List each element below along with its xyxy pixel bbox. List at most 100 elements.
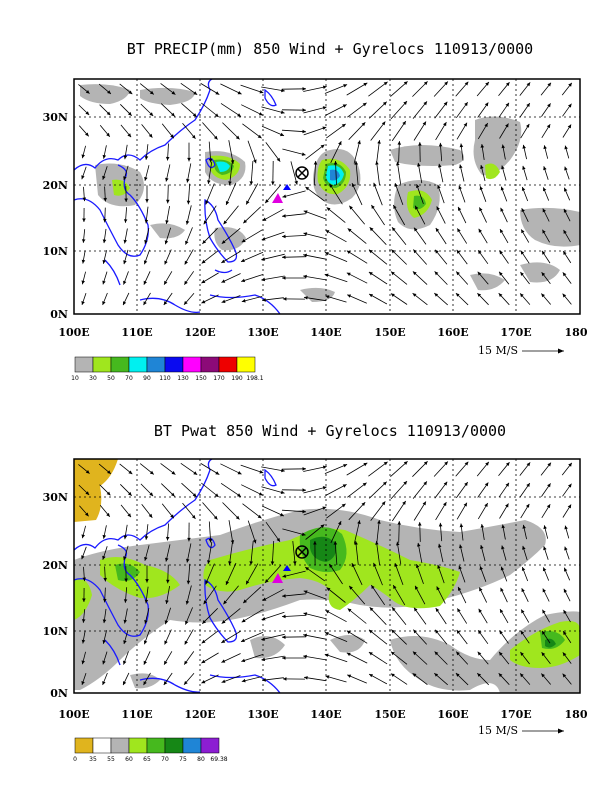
pwat-colorbar-swatch: [164, 737, 184, 754]
pwat-wind-arrow: [373, 562, 383, 586]
precip-wind-arrow: [102, 271, 108, 285]
precip-wind-arrow: [434, 249, 448, 265]
pwat-wind-arrow: [521, 588, 529, 602]
pwat-wind-arrow: [478, 608, 488, 624]
precip-wind-arrow: [479, 186, 487, 202]
precip-wind-arrow: [390, 81, 408, 97]
pwat-wind-arrow: [180, 462, 198, 476]
pwat-wind-arrow: [242, 503, 262, 519]
precip-wind-arrow: [249, 160, 254, 186]
pwat-wind-arrow: [434, 672, 448, 686]
pwat-wind-arrow: [412, 651, 428, 665]
pwat-wind-arrow: [140, 483, 154, 497]
precip-wind-arrow: [391, 249, 407, 265]
precip-wind-arrow: [241, 229, 263, 243]
pwat-wind-arrow: [396, 541, 402, 565]
pwat-wind-arrow: [564, 546, 570, 560]
precip-wind-arrow: [348, 122, 366, 140]
precip-wind-arrow: [542, 187, 550, 201]
pwat-wind-arrow: [166, 564, 170, 584]
pwat-wind-arrow: [368, 629, 388, 645]
pwat-wind-arrow: [477, 629, 489, 645]
precip-wind-arrow: [81, 166, 87, 180]
precip-wind-arrow: [220, 83, 242, 95]
pwat-map-frame: [73, 458, 581, 694]
pwat-x-tick-8: 180: [565, 708, 588, 721]
pwat-wind-arrow: [221, 653, 241, 663]
pwat-wind-arrow: [329, 563, 343, 585]
precip-wind-arrow: [201, 102, 219, 118]
precip-wind-arrow: [201, 250, 219, 264]
precip-wind-arrow: [99, 125, 111, 137]
pwat-wind-arrow: [123, 608, 128, 624]
pwat-x-tick-0: 100E: [58, 708, 89, 721]
pwat-y-tick-labels: 0N 10N 20N 30N: [43, 491, 68, 700]
pwat-wind-arrow: [541, 483, 551, 497]
pwat-wind-arrow: [181, 482, 197, 498]
precip-colorbar-label: 50: [107, 375, 115, 382]
pwat-wind-arrow: [413, 607, 427, 625]
precip-wind-arrow: [242, 123, 262, 139]
precip-x-tick-1: 110E: [121, 326, 152, 339]
pwat-wind-arrow: [303, 486, 327, 494]
precip-wind-arrow: [123, 249, 129, 265]
pwat-colorbar-swatch: [110, 737, 130, 754]
precip-wind-arrow: [347, 102, 367, 118]
precip-wind-arrow: [247, 140, 257, 164]
pwat-wind-arrow: [478, 587, 488, 603]
precip-wind-arrow: [201, 294, 219, 304]
pwat-wind-arrow: [369, 607, 387, 625]
pwat-wind-arrow: [436, 586, 446, 604]
precip-wind-arrow: [375, 161, 380, 185]
precip-wind-arrow: [305, 186, 325, 202]
pwat-wind-arrow: [500, 566, 508, 582]
pwat-wind-arrow: [143, 629, 150, 645]
pwat-wind-arrow: [326, 503, 346, 519]
precip-wind-arrow: [123, 228, 128, 244]
precip-wind-arrow: [180, 82, 198, 96]
pwat-wind-arrow: [477, 651, 489, 665]
pwat-wind-arrow: [412, 672, 428, 686]
pwat-wind-arrow: [161, 503, 175, 519]
pwat-wind-arrow: [81, 651, 86, 665]
precip-wind-arrow: [522, 165, 528, 181]
precip-wind-arrow: [240, 84, 264, 94]
precip-wind-arrow: [412, 81, 428, 97]
precip-colorbar-label: 170: [213, 375, 225, 382]
pwat-wind-arrow: [241, 609, 263, 623]
precip-wind-arrow: [120, 124, 132, 138]
precip-wind-arrow: [520, 123, 530, 139]
pwat-wind-arrow: [82, 587, 86, 603]
pwat-wind-arrow: [221, 675, 241, 683]
pwat-wind-arrow: [262, 677, 284, 682]
precip-wind-arrow: [390, 293, 408, 305]
precip-wind-arrow: [221, 227, 241, 245]
precip-colorbar-label: 90: [143, 375, 151, 382]
pwat-wind-arrow: [201, 482, 219, 498]
pwat-wind-arrow: [205, 563, 215, 585]
pwat-wind-arrow: [437, 564, 445, 584]
pwat-wind-arrow: [455, 461, 469, 477]
precip-wind-arrow: [479, 207, 487, 223]
precip-wind-arrow: [412, 101, 428, 119]
precip-colorbar-swatch: [128, 356, 148, 373]
precip-wind-arrow: [261, 275, 285, 282]
precip-x-tick-labels: 100E 110E 120E 130E 140E 150E 160E 170E …: [58, 326, 588, 339]
pwat-wind-arrow: [82, 566, 86, 582]
pwat-y-tick-2: 20N: [43, 559, 68, 572]
precip-wind-arrow: [122, 292, 130, 306]
pwat-wind-arrow: [81, 546, 87, 560]
precip-wind-arrow: [144, 228, 150, 244]
pwat-wind-arrow: [240, 464, 264, 474]
precip-wind-arrow: [99, 104, 111, 116]
pwat-wind-arrow: [163, 672, 173, 686]
pwat-wind-arrow: [186, 543, 192, 563]
precip-colorbar-label: 198.1: [246, 375, 263, 382]
precip-wind-arrow: [351, 182, 363, 206]
pwat-wind-arrow: [143, 672, 151, 686]
precip-wind-arrow: [282, 148, 306, 156]
precip-wind-arrow: [324, 84, 348, 94]
precip-wind-arrow: [240, 251, 264, 263]
pwat-wind-arrow: [221, 630, 241, 644]
